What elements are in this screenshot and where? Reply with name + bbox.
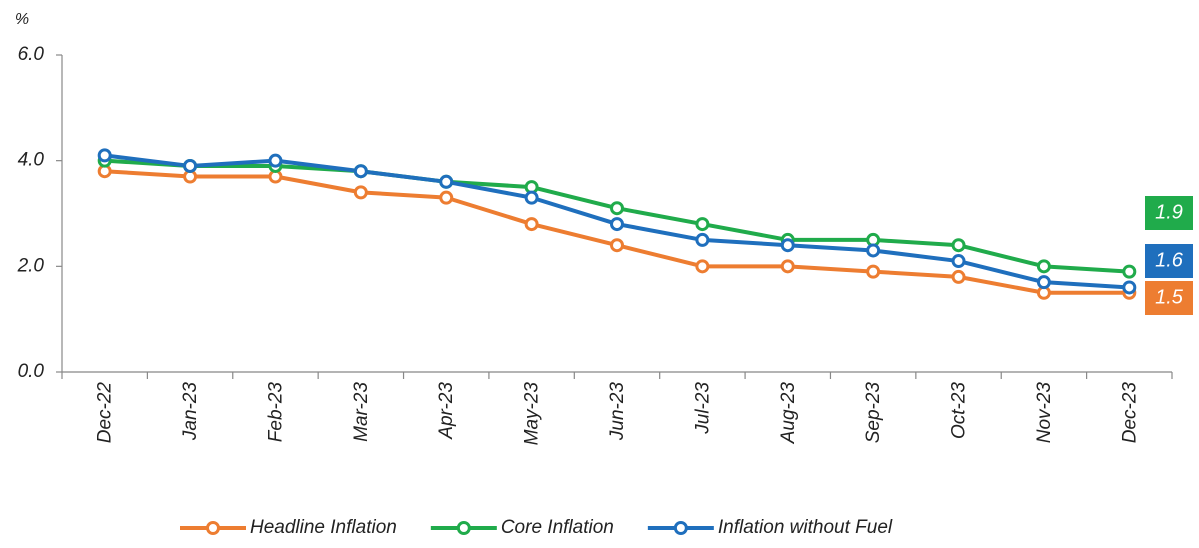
y-tick-label: 2.0 xyxy=(17,255,45,276)
point xyxy=(439,174,454,189)
x-tick-label: Sep-23 xyxy=(863,382,884,444)
x-tick-label: Aug-23 xyxy=(778,382,799,445)
end-label-box xyxy=(1145,196,1193,230)
point xyxy=(780,238,795,253)
point xyxy=(524,217,539,232)
x-tick-label: Nov-23 xyxy=(1034,382,1055,444)
point xyxy=(610,217,624,232)
end-label: 1.9 xyxy=(1155,201,1183,223)
legend-marker xyxy=(673,521,688,535)
x-tick-label: Jul-23 xyxy=(692,382,713,435)
x-tick-label: Oct-23 xyxy=(949,382,970,439)
point xyxy=(353,164,368,179)
point xyxy=(695,217,710,232)
x-tick-label: Jan-23 xyxy=(180,382,201,442)
point xyxy=(1122,264,1137,279)
point xyxy=(610,201,624,216)
y-unit: % xyxy=(15,11,29,28)
point xyxy=(524,190,539,205)
legend-label: Inflation without Fuel xyxy=(718,517,893,538)
point xyxy=(695,259,710,274)
point xyxy=(695,232,710,247)
legend-marker xyxy=(206,521,220,535)
point xyxy=(866,264,881,279)
x-tick-label: Dec-22 xyxy=(95,382,116,444)
end-label-box xyxy=(1145,244,1193,278)
x-tick-label: Apr-23 xyxy=(436,382,457,440)
point xyxy=(439,190,454,205)
x-tick-label: May-23 xyxy=(522,382,543,446)
legend-label: Headline Inflation xyxy=(250,517,397,538)
y-tick-label: 6.0 xyxy=(18,44,45,65)
series-line xyxy=(104,169,1130,295)
x-tick-label: Mar-23 xyxy=(351,382,372,442)
point xyxy=(951,238,966,253)
point xyxy=(780,259,795,274)
legend-marker xyxy=(456,521,471,535)
x-tick-label: Dec-23 xyxy=(1119,382,1140,444)
end-label: 1.6 xyxy=(1155,249,1184,271)
legend-label: Core Inflation xyxy=(501,517,614,538)
end-label-box xyxy=(1145,281,1193,315)
point xyxy=(268,153,283,168)
point xyxy=(183,158,198,173)
point xyxy=(97,148,112,163)
point xyxy=(951,269,966,284)
end-label: 1.5 xyxy=(1155,286,1184,308)
point xyxy=(353,185,368,200)
point xyxy=(1036,259,1051,274)
y-tick-label: 4.0 xyxy=(18,150,45,171)
y-tick-label: 0.0 xyxy=(18,361,45,382)
point xyxy=(1036,275,1051,290)
point xyxy=(866,243,881,258)
point xyxy=(610,238,624,253)
point xyxy=(951,254,966,269)
x-tick-label: Jun-23 xyxy=(607,382,628,442)
x-tick-label: Feb-23 xyxy=(265,382,286,443)
point xyxy=(1122,280,1137,295)
